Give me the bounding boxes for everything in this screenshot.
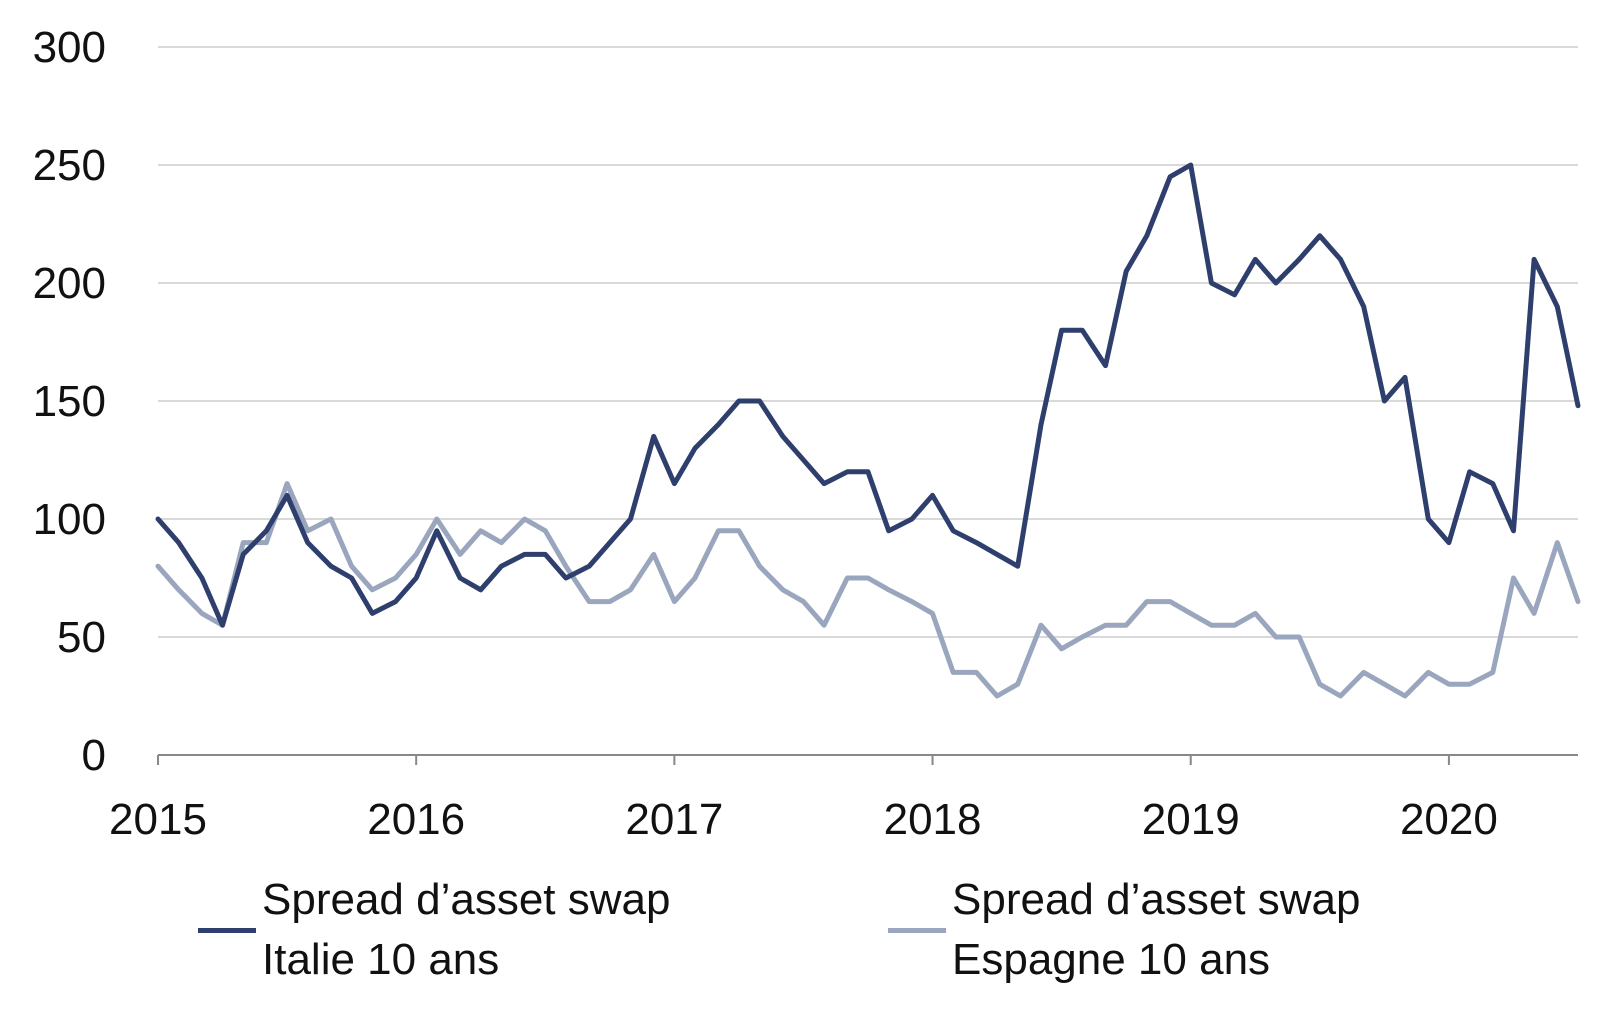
gridlines (158, 46, 1578, 638)
series-line-0 (155, 162, 1581, 628)
x-tick-label-2020: 2020 (1400, 795, 1498, 844)
y-tick-label-50: 50 (57, 613, 106, 662)
x-tick-label-2017: 2017 (625, 795, 723, 844)
legend-label-italie: Spread d’asset swap Italie 10 ans (262, 875, 671, 984)
y-tick-label-0: 0 (82, 731, 106, 780)
legend-swatch-italie (198, 927, 256, 933)
y-tick-label-300: 300 (33, 23, 106, 72)
x-tick-label-2015: 2015 (109, 795, 207, 844)
legend-label-espagne: Spread d’asset swap Espagne 10 ans (952, 875, 1361, 984)
legend-item-italie: Spread d’asset swap Italie 10 ans (198, 870, 722, 990)
x-tick-label-2018: 2018 (884, 795, 982, 844)
x-tick-label-2016: 2016 (367, 795, 465, 844)
series-line-1 (155, 481, 1581, 699)
x-axis: 2015 2016 2017 2018 2019 2020 (109, 754, 1578, 844)
x-tick-label-2019: 2019 (1142, 795, 1240, 844)
legend-item-espagne: Spread d’asset swap Espagne 10 ans (888, 870, 1412, 990)
y-tick-label-150: 150 (33, 377, 106, 426)
y-tick-label-250: 250 (33, 141, 106, 190)
series-lines (155, 162, 1581, 699)
y-tick-label-100: 100 (33, 495, 106, 544)
y-tick-label-200: 200 (33, 259, 106, 308)
y-axis-ticks: 0 50 100 150 200 250 300 (33, 23, 106, 780)
legend-swatch-espagne (888, 927, 946, 933)
